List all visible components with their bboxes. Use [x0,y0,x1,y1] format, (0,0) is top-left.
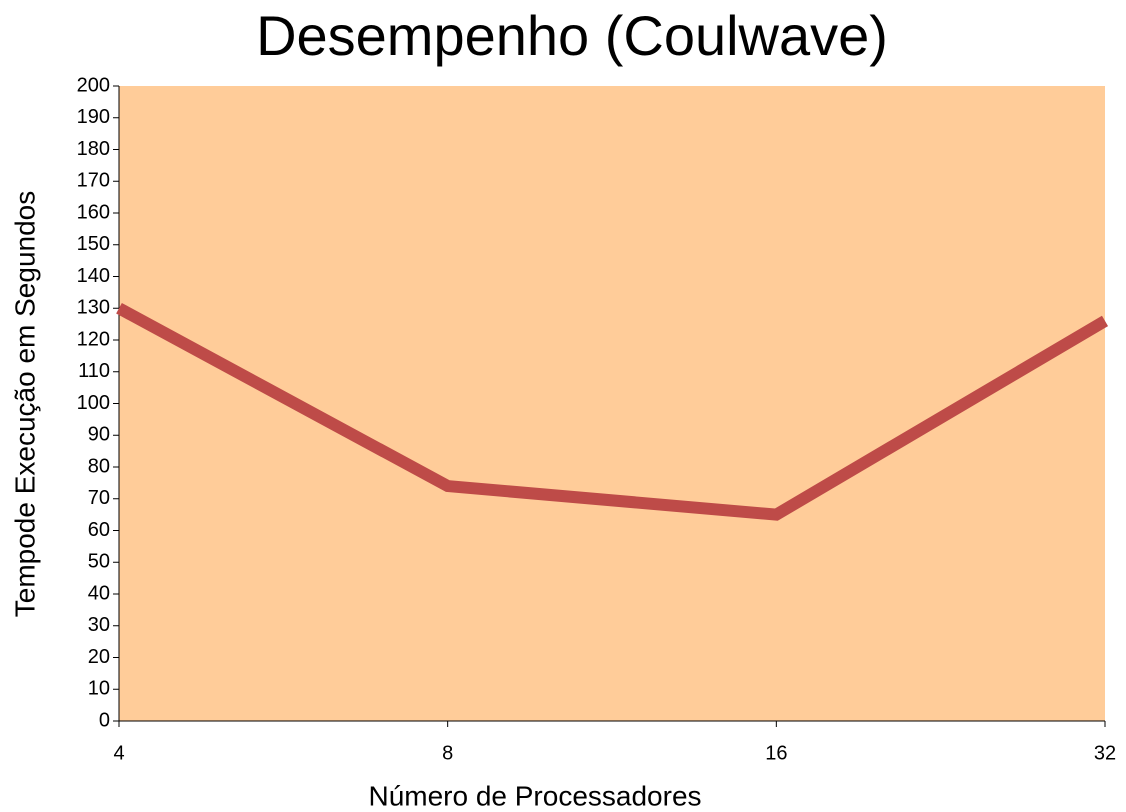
y-tick-label: 150 [77,233,110,255]
y-tick-label: 70 [88,487,110,509]
y-axis-label: Tempode Execução em Segundos [9,191,40,618]
y-tick-label: 10 [88,678,110,700]
y-tick-label: 80 [88,455,110,477]
y-tick-label: 110 [78,360,110,382]
y-tick-label: 40 [88,582,110,604]
y-tick-label: 130 [77,297,110,319]
y-tick-label: 170 [77,170,110,192]
y-tick-label: 100 [77,392,110,414]
x-tick-label: 4 [113,742,124,764]
y-tick-label: 90 [88,424,110,446]
x-tick-label: 8 [442,742,453,764]
y-tick-label: 160 [77,201,110,223]
data-line [116,302,1109,521]
x-axis-label: Número de Processadores [368,780,701,811]
y-tick-label: 200 [77,74,110,96]
y-tick-label: 50 [88,551,110,573]
y-tick-label: 120 [77,328,110,350]
y-tick-label: 190 [77,106,110,128]
chart-title: Desempenho (Coulwave) [256,4,888,67]
x-tick-label: 32 [1094,742,1116,764]
y-tick-label: 0 [99,709,110,731]
y-tick-label: 140 [77,265,110,287]
x-tick-label: 16 [765,742,787,764]
y-tick-label: 180 [77,138,110,160]
y-tick-label: 60 [88,519,110,541]
y-tick-label: 30 [88,614,110,636]
y-tick-label: 20 [88,646,110,668]
